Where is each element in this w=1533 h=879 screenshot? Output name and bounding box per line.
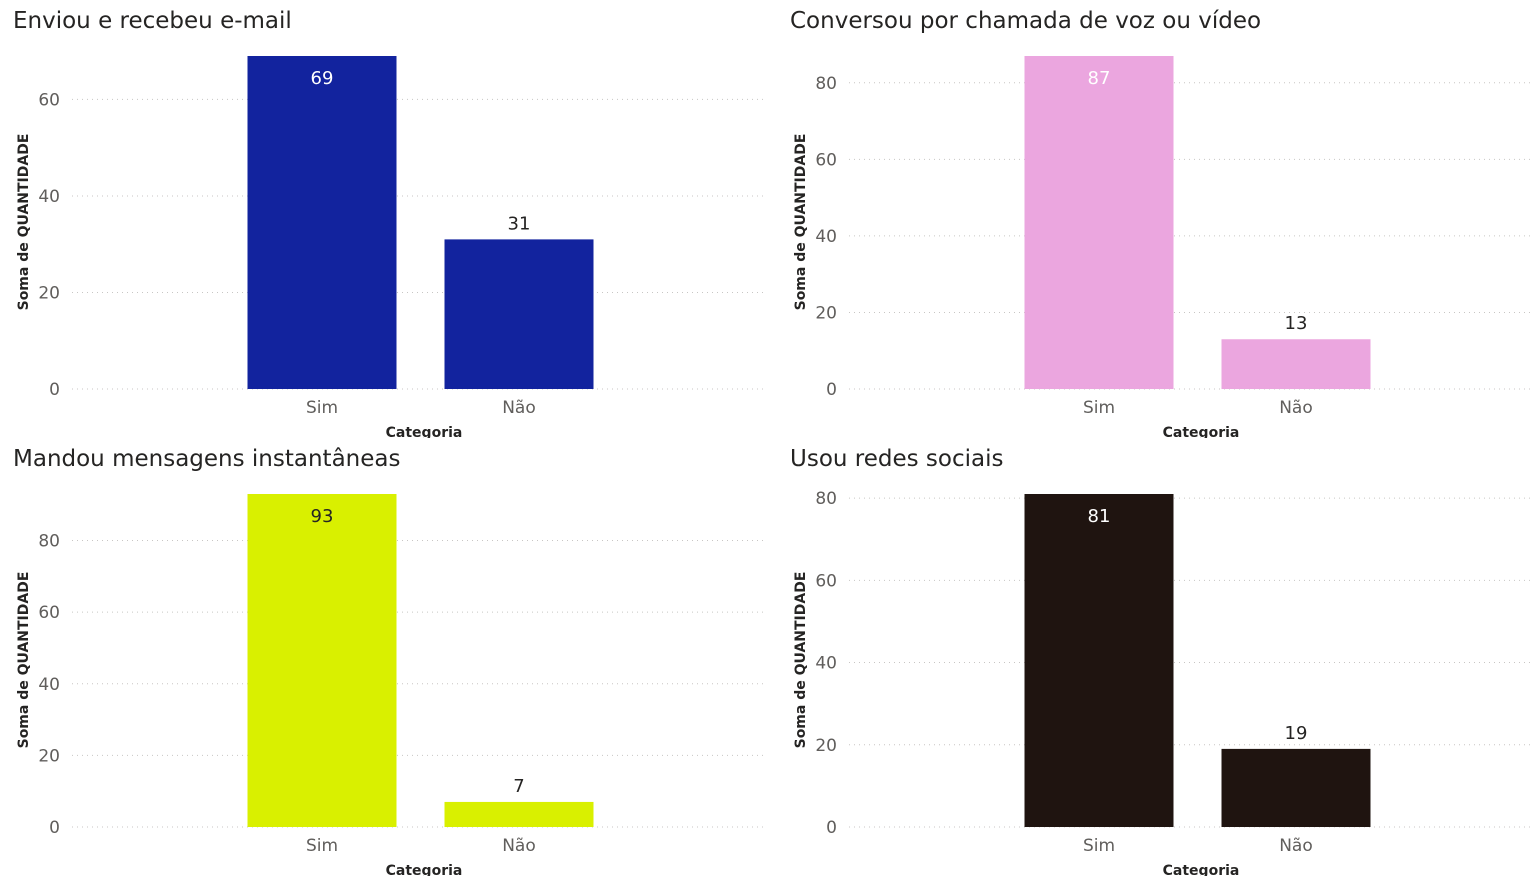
x-tick-label: Sim (1083, 398, 1115, 418)
y-tick-label: 60 (38, 90, 60, 110)
data-label: 81 (1088, 506, 1111, 527)
chart-panel-social-networks: Usou redes sociais 0 20 40 60 80 81 Sim 19 Não Ca… (777, 438, 1533, 876)
y-tick-label: 40 (38, 187, 60, 207)
y-tick-label: 40 (815, 227, 837, 247)
x-axis-title: Categoria (1163, 425, 1240, 438)
y-tick-label: 0 (826, 818, 837, 838)
y-tick-label: 60 (815, 150, 837, 170)
chart-panel-instant-messages: Mandou mensagens instantâneas 0 20 40 60 80 9… (0, 438, 766, 876)
data-label: 31 (508, 213, 531, 234)
x-tick-label: Sim (306, 836, 338, 856)
y-axis-title: Soma de QUANTIDADE (793, 134, 809, 311)
y-axis-title: Soma de QUANTIDADE (793, 572, 809, 749)
x-tick-label: Não (502, 398, 536, 418)
chart-title: Mandou mensagens instantâneas (13, 446, 401, 472)
y-tick-label: 80 (38, 532, 60, 552)
bar-não (444, 801, 594, 827)
y-tick-label: 0 (826, 380, 837, 400)
bar-sim (247, 56, 397, 389)
data-label: 69 (311, 68, 334, 89)
x-axis-title: Categoria (386, 425, 463, 438)
y-tick-label: 20 (815, 736, 837, 756)
bar-chart-instant-messages: 0 20 40 60 80 93 Sim 7 Não Categoria Soma de QUANT… (16, 494, 766, 876)
bar-não (1221, 748, 1371, 827)
x-tick-label: Não (1279, 398, 1313, 418)
y-tick-label: 60 (815, 571, 837, 591)
x-tick-label: Sim (306, 398, 338, 418)
chart-title: Enviou e recebeu e-mail (13, 8, 292, 34)
x-axis-title: Categoria (1163, 863, 1240, 876)
chart-panel-voice-video: Conversou por chamada de voz ou vídeo 0 2… (777, 0, 1533, 438)
chart-panel-email: Enviou e recebeu e-mail 0 20 40 60 69 Sim 31 Nã… (0, 0, 766, 438)
data-label: 93 (311, 506, 334, 527)
data-label: 87 (1088, 68, 1111, 89)
y-tick-label: 0 (49, 818, 60, 838)
bar-não (444, 239, 594, 389)
bar-não (1221, 339, 1371, 389)
bar-chart-voice-video: 0 20 40 60 80 87 Sim 13 Não Categoria Soma de QUAN… (793, 56, 1533, 438)
x-tick-label: Não (1279, 836, 1313, 856)
chart-title: Usou redes sociais (790, 446, 1004, 472)
x-axis-title: Categoria (386, 863, 463, 876)
x-tick-label: Não (502, 836, 536, 856)
y-tick-label: 40 (815, 654, 837, 674)
bar-chart-email: 0 20 40 60 69 Sim 31 Não Categoria Soma de QUANTI… (16, 56, 766, 438)
y-tick-label: 80 (815, 489, 837, 509)
bar-sim (1024, 56, 1174, 389)
bar-sim (1024, 494, 1174, 827)
data-label: 7 (513, 776, 524, 797)
y-tick-label: 80 (815, 74, 837, 94)
y-tick-label: 20 (815, 303, 837, 323)
bar-chart-social-networks: 0 20 40 60 80 81 Sim 19 Não Categoria Soma de QUAN… (793, 489, 1533, 876)
chart-title: Conversou por chamada de voz ou vídeo (790, 8, 1262, 34)
y-axis-title: Soma de QUANTIDADE (16, 134, 32, 311)
bar-sim (247, 494, 397, 827)
x-tick-label: Sim (1083, 836, 1115, 856)
data-label: 13 (1285, 313, 1308, 334)
y-axis-title: Soma de QUANTIDADE (16, 572, 32, 749)
y-tick-label: 20 (38, 283, 60, 303)
y-tick-label: 20 (38, 746, 60, 766)
y-tick-label: 40 (38, 675, 60, 695)
y-tick-label: 60 (38, 603, 60, 623)
y-tick-label: 0 (49, 380, 60, 400)
data-label: 19 (1285, 723, 1308, 744)
